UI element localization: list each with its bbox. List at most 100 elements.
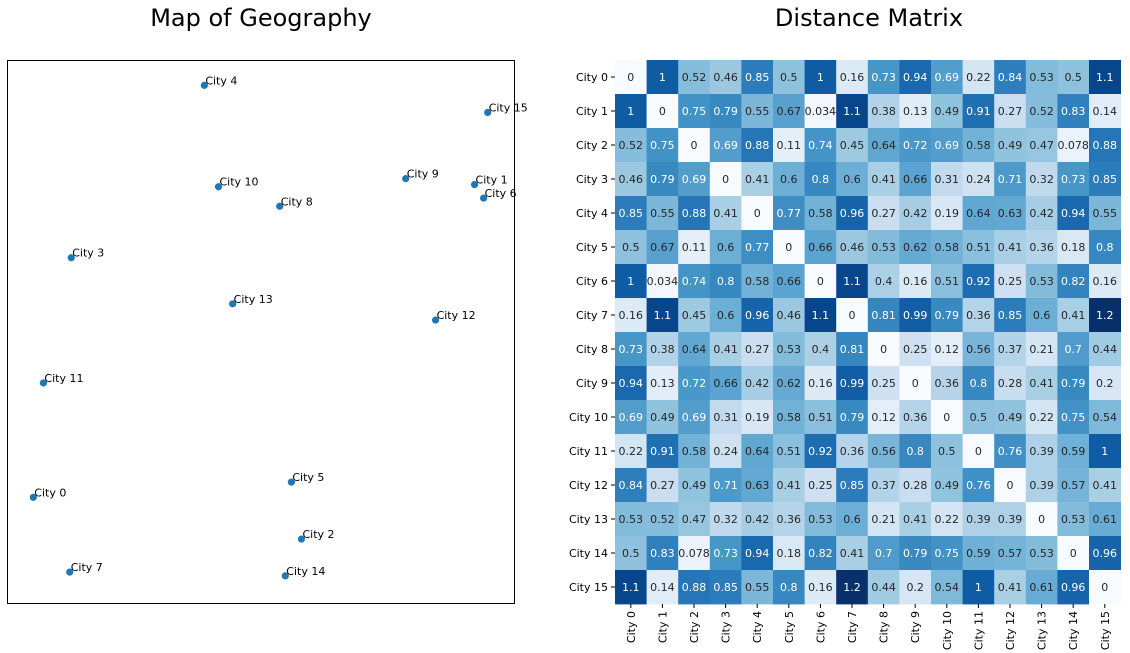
heatmap-row-labels: City 0 City 1 City 2 City 3 City 4 City 5 City… [569,71,615,594]
heatmap-cell-value: 0.62 [903,241,928,254]
heatmap-cell [962,332,995,367]
heatmap-cell-value: 0.63 [998,207,1023,220]
heatmap-cell [899,128,932,163]
heatmap-cell-value: 0.74 [682,275,707,288]
heatmap-cell [678,400,711,435]
heatmap-cell [773,468,805,503]
city-label: City 14 [286,565,325,578]
heatmap-cell-value: 0.41 [903,513,928,526]
heatmap-cell-value: 0.85 [1093,173,1118,186]
heatmap-cell [804,502,837,537]
heatmap-cell-value: 0.16 [1093,275,1118,288]
heatmap-cell [867,400,900,435]
heatmap-cell-value: 0.37 [998,343,1023,356]
heatmap-cell-value: 0.36 [966,309,991,322]
heatmap-cell-value: 0.37 [871,479,896,492]
heatmap-cell [962,400,995,435]
heatmap-cell-value: 0.64 [682,343,707,356]
row-tick-label: City 15 [569,581,608,594]
heatmap-cell-value: 0.91 [650,445,675,458]
heatmap-cell [678,264,711,299]
heatmap-cell [1057,196,1090,231]
heatmap-cell [709,60,742,95]
heatmap-cell [1089,230,1121,265]
heatmap-panel: Distance Matrix 0 1 0.52 0.46 0.85 0.5 1 0.16 0.… [569,4,1121,650]
heatmap-cell [615,366,647,401]
heatmap-cell-value: 0.55 [745,105,770,118]
city-label: City 4 [205,74,237,87]
heatmap-cell [804,366,837,401]
heatmap-cell [994,196,1027,231]
heatmap-cell [962,502,995,537]
heatmap-cell-value: 0.4 [875,275,893,288]
city-marker [276,202,284,210]
heatmap-cell [709,570,742,605]
heatmap-cell [678,230,711,265]
heatmap-cell-value: 0 [912,377,919,390]
heatmap-cell [615,434,647,469]
heatmap-cell [1025,332,1058,367]
heatmap-cell-value: 0.27 [998,105,1023,118]
heatmap-cell [1089,94,1121,129]
row-tick-label: City 4 [576,207,608,220]
heatmap-cell [994,128,1027,163]
heatmap-cell-value: 0.12 [935,343,960,356]
heatmap-cell-value: 0.55 [1093,207,1118,220]
heatmap-cell-value: 0.85 [745,71,770,84]
heatmap-cell-value: 0.53 [1029,71,1054,84]
heatmap-cell-value: 0.21 [871,513,896,526]
heatmap-cell-value: 0.25 [808,479,833,492]
heatmap-cell [615,400,647,435]
heatmap-cell [773,366,805,401]
heatmap-cell-value: 0.49 [935,479,960,492]
heatmap-cell-value: 0.74 [808,139,833,152]
heatmap-cell [962,128,995,163]
heatmap-cell [615,128,647,163]
city-marker [402,175,410,183]
heatmap-cell-value: 0.49 [650,411,675,424]
heatmap-cell-value: 0.96 [1061,581,1086,594]
heatmap-cell [962,298,995,333]
heatmap-cell-value: 0.12 [871,411,896,424]
row-tick-label: City 10 [569,411,608,424]
heatmap-cell [709,468,742,503]
heatmap-cell [741,536,774,571]
heatmap-cell-value: 0.82 [808,547,833,560]
heatmap-cell [615,94,647,129]
heatmap-cell-value: 0.16 [903,275,928,288]
heatmap-cell [1089,400,1121,435]
heatmap-cell-value: 0.75 [650,139,675,152]
heatmap-cell-value: 0.32 [713,513,738,526]
heatmap-cell-value: 0.6 [843,173,861,186]
heatmap-cell [899,162,932,197]
heatmap-cell [615,570,647,605]
heatmap-cell [931,332,963,367]
city-marker [297,535,306,543]
heatmap-cell [1089,128,1121,163]
heatmap-cell-value: 0.7 [875,547,893,560]
city-label: City 13 [234,293,273,306]
heatmap-cell-value: 0.69 [682,411,707,424]
heatmap-cell-value: 0 [1038,513,1045,526]
heatmap-cell-value: 0.25 [871,377,896,390]
heatmap-cell-value: 0 [849,309,856,322]
col-tick-label: City 4 [751,611,764,643]
heatmap-cell [836,570,869,605]
city-marker [229,300,237,308]
city-label: City 3 [72,247,104,260]
heatmap-cell [741,332,774,367]
heatmap-cell [867,468,900,503]
heatmap-cell [804,468,837,503]
heatmap-cell-value: 0.76 [998,445,1023,458]
heatmap-cell-value: 0.36 [935,377,960,390]
heatmap-cell-value: 0.5 [622,241,640,254]
heatmap-cell-value: 0.16 [808,377,833,390]
heatmap-cell-value: 0.84 [619,479,644,492]
heatmap-cell-value: 0 [1101,581,1108,594]
row-tick-label: City 9 [576,377,608,390]
heatmap-cell [709,196,742,231]
heatmap-cell [773,298,805,333]
heatmap-cell [646,298,679,333]
heatmap-cell [867,230,900,265]
